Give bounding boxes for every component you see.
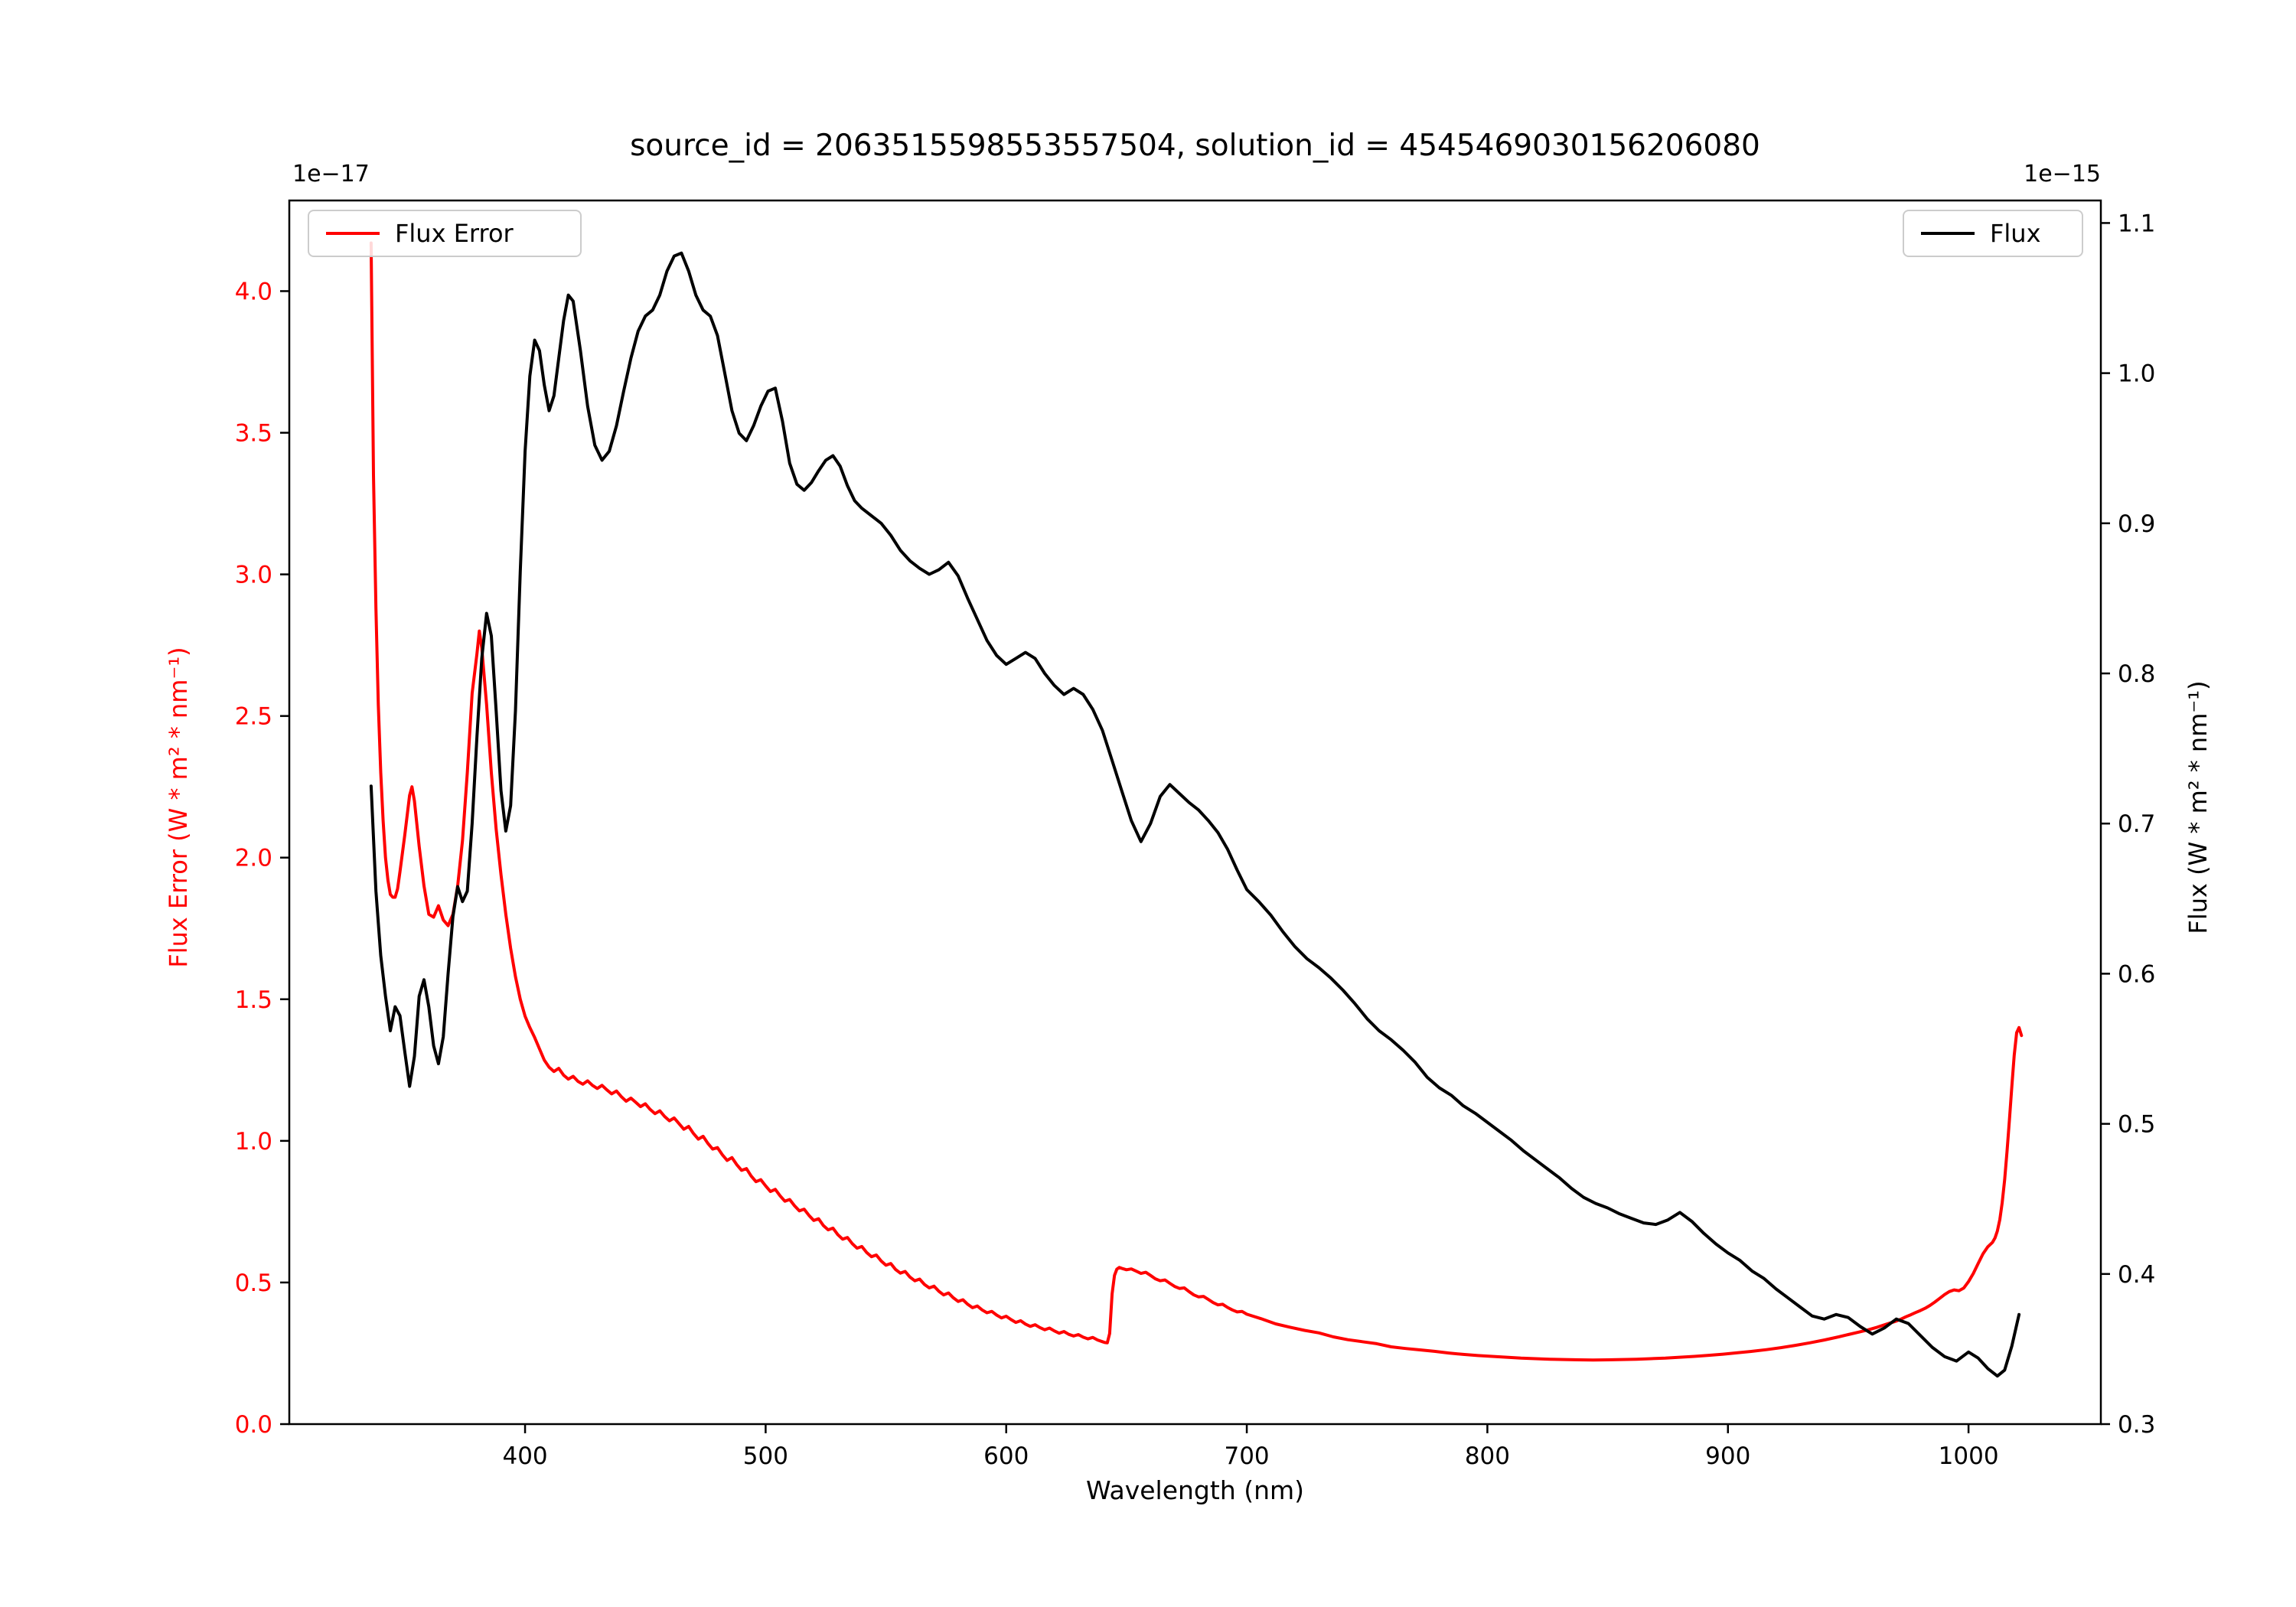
x-tick-label: 400: [502, 1442, 547, 1470]
x-tick-label: 500: [743, 1442, 788, 1470]
x-tick-label: 900: [1705, 1442, 1750, 1470]
right-y-tick-label: 0.5: [2118, 1111, 2155, 1139]
left-y-tick-label: 1.0: [235, 1128, 272, 1156]
left-axis-offset-label: 1e−17: [292, 161, 370, 187]
legend-flux-error-label: Flux Error: [395, 219, 514, 248]
left-y-tick-label: 0.0: [235, 1411, 272, 1439]
x-tick-label: 700: [1224, 1442, 1269, 1470]
right-y-tick-label: 1.1: [2118, 210, 2155, 237]
x-tick-label: 600: [983, 1442, 1029, 1470]
right-y-tick-label: 0.6: [2118, 960, 2155, 988]
legend-flux-error: Flux Error: [308, 210, 582, 257]
right-y-tick-label: 1.0: [2118, 360, 2155, 388]
left-y-tick-label: 1.5: [235, 986, 272, 1014]
x-tick-label: 1000: [1939, 1442, 1999, 1470]
left-y-tick-label: 3.5: [235, 420, 272, 448]
chart-title: source_id = 2063515598553557504, solutio…: [630, 129, 1760, 163]
flux-line-swatch: [1921, 232, 1975, 235]
left-y-tick-label: 4.0: [235, 278, 272, 305]
right-y-tick-label: 0.8: [2118, 660, 2155, 688]
left-y-tick-label: 3.0: [235, 562, 272, 589]
right-y-tick-label: 0.3: [2118, 1411, 2155, 1439]
right-axis-offset-label: 1e−15: [2024, 161, 2101, 187]
series-line-flux: [369, 251, 2021, 1378]
plot-frame: [288, 199, 2102, 1426]
x-axis-label: Wavelength (nm): [1085, 1475, 1305, 1505]
left-y-tick-label: 0.5: [235, 1270, 272, 1297]
series-line-flux-error: [369, 241, 2024, 1362]
legend-flux-label: Flux: [1990, 219, 2041, 248]
left-y-tick-label: 2.5: [235, 703, 272, 731]
right-y-tick-label: 0.4: [2118, 1261, 2155, 1289]
right-y-tick-label: 0.7: [2118, 810, 2155, 838]
left-y-axis-label: Flux Error (W * m² * nm⁻¹): [164, 647, 193, 968]
right-y-axis-label: Flux (W * m² * nm⁻¹): [2183, 680, 2213, 934]
left-y-tick-label: 2.0: [235, 845, 272, 872]
right-y-tick-label: 0.9: [2118, 510, 2155, 538]
x-tick-label: 800: [1465, 1442, 1510, 1470]
flux-error-line-swatch: [326, 232, 380, 235]
legend-flux: Flux: [1903, 210, 2083, 257]
